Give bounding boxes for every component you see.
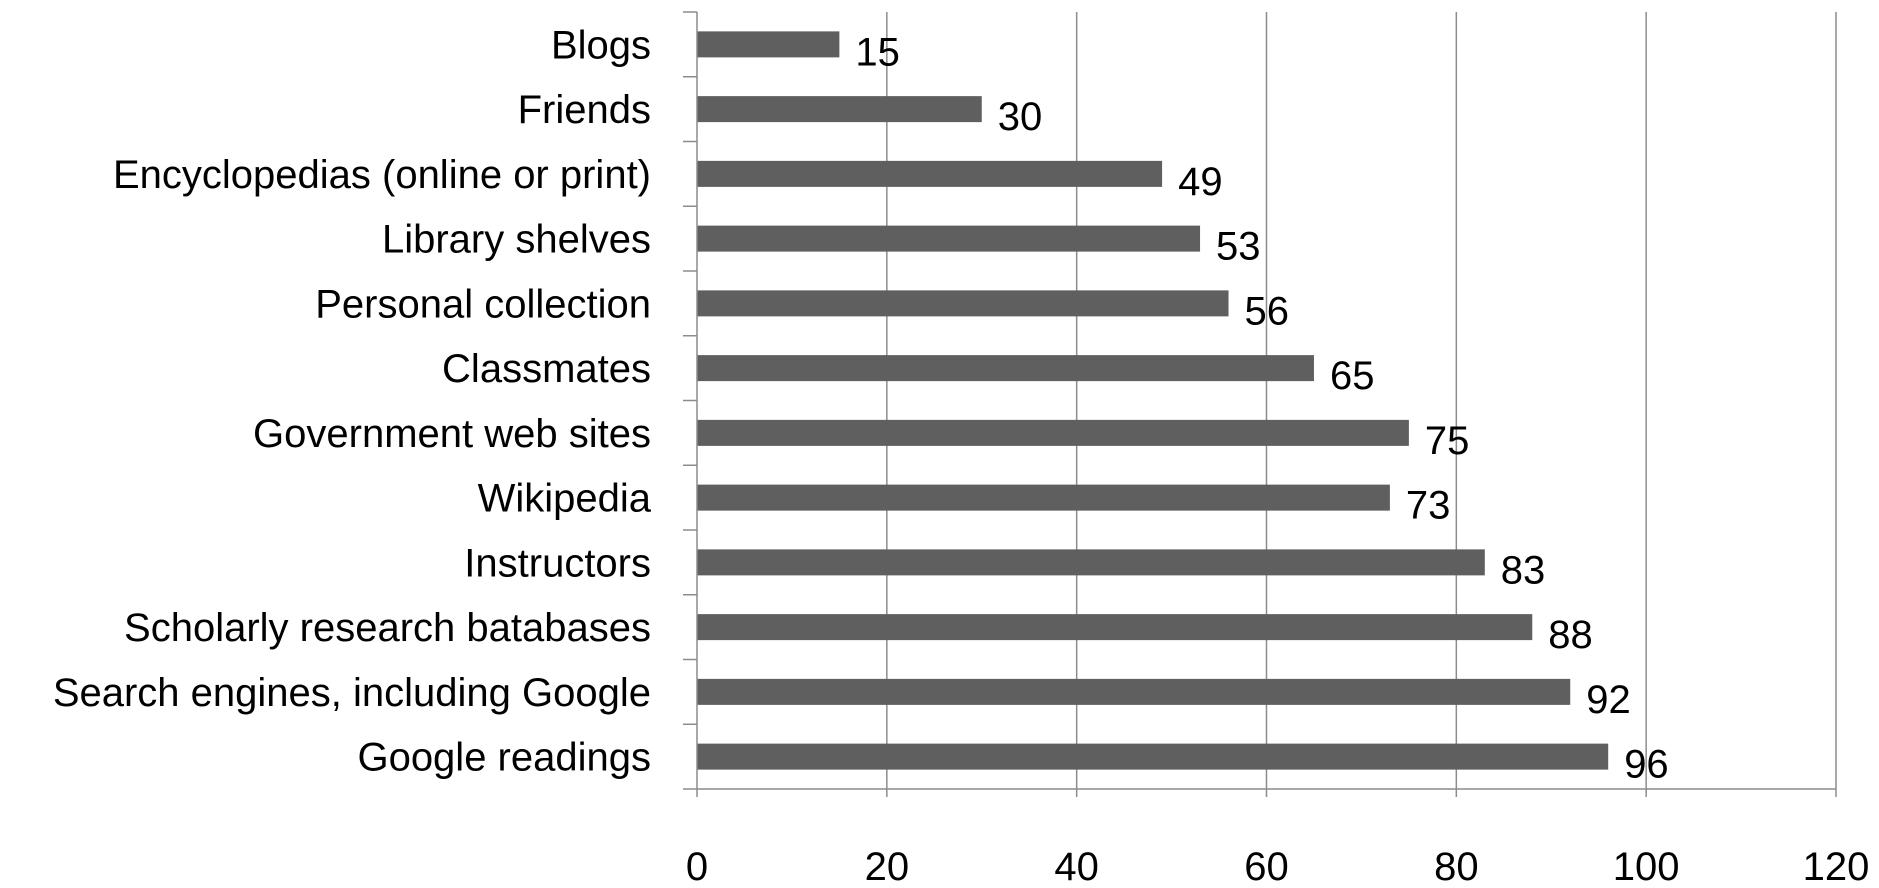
data-label: 30: [998, 95, 1043, 139]
axis-layer: [683, 11, 1837, 797]
data-label: 49: [1178, 160, 1223, 204]
category-label: Wikipedia: [478, 477, 652, 521]
bar: [697, 419, 1409, 446]
category-label: Personal collection: [315, 282, 651, 326]
category-label: Classmates: [442, 347, 651, 391]
x-tick-label: 40: [1054, 845, 1099, 883]
bar: [697, 549, 1485, 576]
data-label: 96: [1624, 743, 1669, 787]
x-tick-label: 100: [1613, 845, 1680, 883]
data-label: 56: [1245, 289, 1290, 333]
category-label: Friends: [518, 88, 651, 132]
bar: [697, 160, 1163, 187]
data-label: 88: [1548, 613, 1593, 657]
bar: [697, 614, 1533, 641]
bars-layer: [697, 31, 1609, 770]
bar: [697, 225, 1201, 252]
category-label: Government web sites: [253, 412, 651, 456]
data-label: 75: [1425, 419, 1470, 463]
category-label: Scholarly research batabases: [124, 606, 651, 650]
bar: [697, 290, 1229, 317]
labels-layer: 0 20 40 60 80 100 120 Blogs 15 Friends 30 Encyclope…: [53, 23, 1870, 888]
grid-layer: [886, 12, 1837, 789]
data-label: 83: [1501, 548, 1546, 592]
category-label: Search engines, including Google: [53, 671, 651, 715]
bar: [697, 31, 840, 58]
x-tick-label: 0: [686, 845, 708, 883]
category-label: Library shelves: [382, 218, 651, 262]
category-label: Google readings: [357, 736, 651, 780]
bar: [697, 96, 982, 123]
x-tick-label: 20: [865, 845, 910, 883]
bar: [697, 678, 1571, 705]
data-label: 53: [1216, 225, 1261, 269]
data-label: 92: [1586, 678, 1631, 722]
category-label: Encyclopedias (online or print): [113, 153, 651, 197]
x-tick-label: 60: [1244, 845, 1289, 883]
data-label: 73: [1406, 484, 1451, 528]
x-tick-label: 120: [1803, 845, 1870, 883]
bar: [697, 743, 1609, 770]
bar: [697, 355, 1314, 382]
bar: [697, 484, 1390, 511]
x-tick-label: 80: [1434, 845, 1479, 883]
data-label: 65: [1330, 354, 1375, 398]
data-label: 15: [855, 30, 900, 74]
category-label: Blogs: [551, 23, 651, 67]
category-label: Instructors: [464, 541, 651, 585]
